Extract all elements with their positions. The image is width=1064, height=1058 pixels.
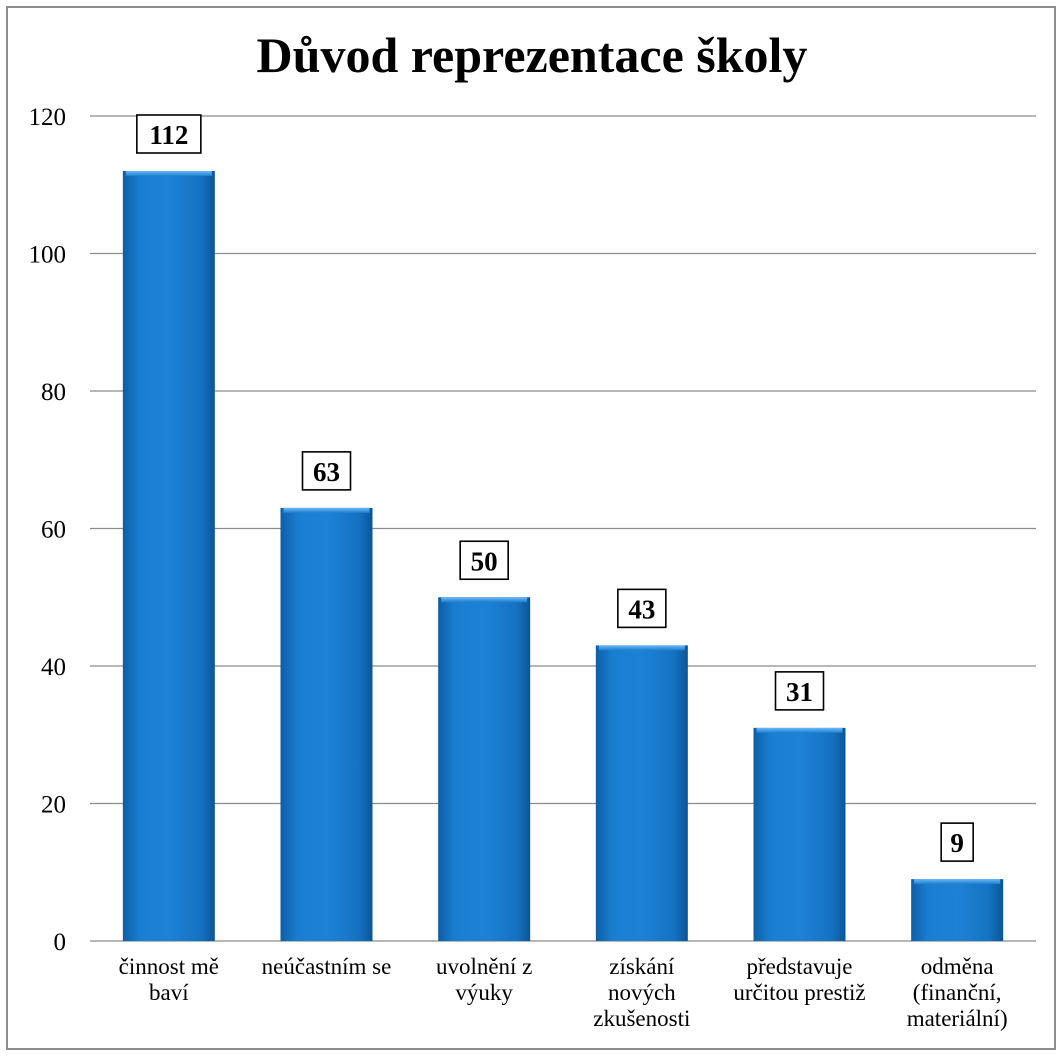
x-tick-label-line: uvolnění z [436,954,532,979]
x-tick-label: činnost mě baví [119,954,219,1005]
y-tick-label: 100 [29,242,67,269]
bar-highlight [756,727,843,733]
data-label: 63 [313,457,340,487]
x-tick-label-line: (finanční, [913,980,1002,1005]
y-axis: 0 20 40 60 80 100 120 [29,104,67,956]
data-label-box [940,822,974,862]
y-tick-label: 20 [41,792,66,819]
chart-title: Důvod reprezentace školy [256,27,808,83]
x-tick-label-line: odměna [921,954,994,979]
data-label: 9 [950,828,964,858]
y-tick-label: 80 [41,379,66,406]
bar-highlight [441,597,528,603]
bar [280,507,373,941]
x-tick-label-line: neúčastním se [262,954,392,979]
x-tick-label: neúčastním se [262,954,392,979]
x-tick-label-line: činnost mě [119,954,219,979]
y-tick-label: 60 [41,517,66,544]
grid-lines [90,115,1036,942]
bar-highlight [914,879,1001,885]
data-label-box [774,671,825,711]
bar [122,171,215,941]
bar-highlight [125,171,212,176]
data-label-box [301,451,352,491]
bar [911,879,1004,941]
bars [122,171,1004,941]
x-tick-label: představuje určitou prestiž [733,954,865,1005]
x-tick-label-line: získání [609,954,675,979]
x-tick-label: získání nových zkušenosti [593,954,690,1031]
x-tick-label: uvolnění z výuky [436,954,532,1005]
x-tick-label-line: představuje [746,954,852,979]
x-tick-label-line: nových [608,980,676,1005]
data-label: 43 [628,594,655,624]
bar [595,645,688,941]
data-label: 112 [149,120,188,150]
x-tick-label: odměna (finanční, materiální) [907,954,1008,1031]
data-label: 50 [471,546,498,576]
data-label-box [459,540,509,581]
data-label: 31 [786,677,813,707]
data-label-box [617,588,667,629]
x-tick-label-line: zkušenosti [593,1006,690,1031]
bar-highlight [598,645,685,651]
bar [438,597,531,941]
y-tick-label: 40 [41,654,66,681]
x-tick-label-line: určitou prestiž [733,980,865,1005]
y-tick-label: 0 [54,929,67,956]
data-labels: 112 63 50 43 31 9 [136,114,974,862]
x-tick-label-line: materiální) [907,1006,1008,1031]
x-axis-labels: činnost mě baví neúčastním se uvolnění z výu… [119,954,1008,1031]
data-label-box [136,114,202,154]
bar-highlight [283,507,370,513]
bar [753,727,846,941]
y-tick-label: 120 [29,104,67,131]
x-tick-label-line: výuky [455,980,513,1005]
x-tick-label-line: baví [149,980,189,1005]
